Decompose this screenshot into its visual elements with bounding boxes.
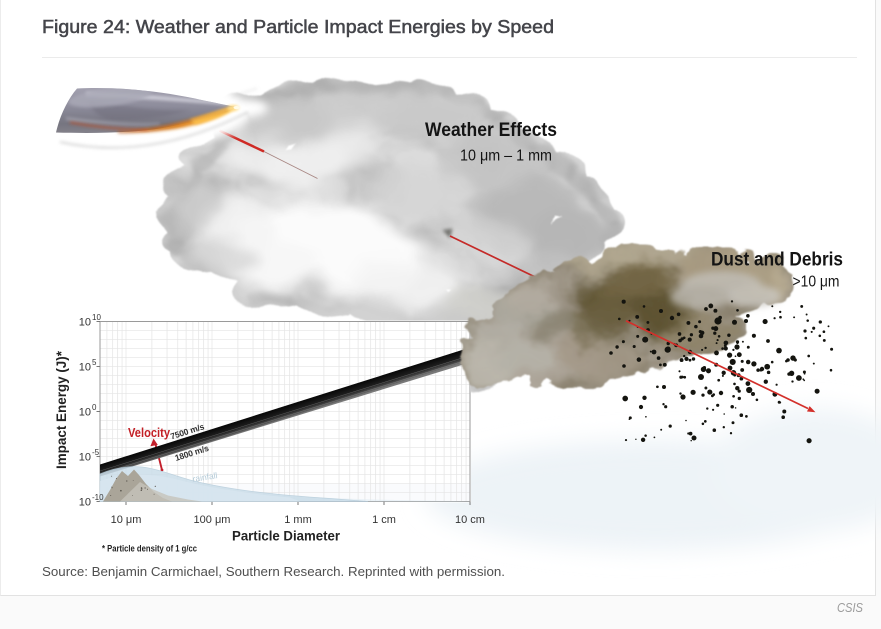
svg-text:10: 10 xyxy=(79,317,91,329)
svg-text:CSIS: CSIS xyxy=(837,601,864,615)
svg-text:10 μm – 1 mm: 10 μm – 1 mm xyxy=(460,148,552,165)
svg-text:1 mm: 1 mm xyxy=(284,514,312,526)
svg-text:Dust and Debris: Dust and Debris xyxy=(711,249,843,271)
svg-text:10: 10 xyxy=(79,497,91,509)
svg-text:10 cm: 10 cm xyxy=(455,514,485,526)
svg-text:Weather Effects: Weather Effects xyxy=(425,119,557,141)
svg-text:Source: Benjamin Carmichael, S: Source: Benjamin Carmichael, Southern Re… xyxy=(42,564,505,579)
svg-text:10: 10 xyxy=(79,407,91,419)
svg-text:-10: -10 xyxy=(92,493,104,502)
svg-text:10 μm: 10 μm xyxy=(111,514,142,526)
svg-text:5: 5 xyxy=(92,358,97,367)
svg-text:Impact Energy (J)*: Impact Energy (J)* xyxy=(54,350,69,469)
svg-text:-5: -5 xyxy=(92,448,100,457)
svg-text:Particle Diameter: Particle Diameter xyxy=(232,529,341,544)
svg-text:10: 10 xyxy=(79,362,91,374)
svg-text:>10 μm: >10 μm xyxy=(793,274,840,291)
svg-text:10: 10 xyxy=(79,452,91,464)
svg-text:rainfall: rainfall xyxy=(192,470,218,484)
svg-text:10: 10 xyxy=(92,313,101,322)
svg-text:Velocity: Velocity xyxy=(128,426,170,440)
svg-text:100 μm: 100 μm xyxy=(194,514,231,526)
svg-text:* Particle density of 1 g/cc: * Particle density of 1 g/cc xyxy=(102,544,197,554)
svg-text:Figure 24: Weather and Particl: Figure 24: Weather and Particle Impact E… xyxy=(42,17,554,37)
svg-text:0: 0 xyxy=(92,403,97,412)
svg-text:1 cm: 1 cm xyxy=(372,514,396,526)
